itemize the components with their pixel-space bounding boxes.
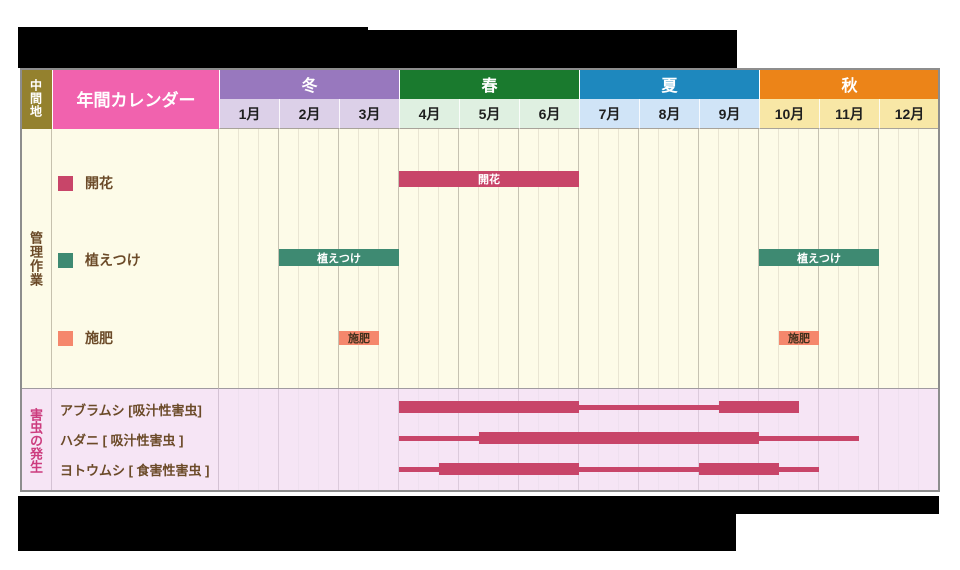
region-header-cell: 中間地 — [20, 68, 52, 129]
pest-bar-segment-low — [779, 466, 819, 472]
season-header-spring: 春 — [399, 68, 579, 99]
month-header-11: 11月 — [819, 99, 879, 129]
month-header-1: 1月 — [219, 99, 279, 129]
legend-label: 開花 — [85, 175, 113, 191]
management-section-label: 管理作業 — [28, 230, 43, 287]
month-header-8: 8月 — [639, 99, 699, 129]
month-header-7: 7月 — [579, 99, 639, 129]
legend-label: 植えつけ — [85, 252, 141, 268]
region-label: 中間地 — [28, 79, 43, 118]
redacted-footnote-block-wide — [18, 496, 939, 514]
redacted-title-block-left — [18, 27, 368, 68]
management-legend-column: 開花 植えつけ 施肥 — [52, 129, 219, 388]
task-bar: 施肥 — [779, 331, 819, 345]
month-header-10: 10月 — [759, 99, 819, 129]
legend-swatch — [58, 252, 73, 268]
month-header-12: 12月 — [879, 99, 939, 129]
month-header-9: 9月 — [699, 99, 759, 129]
calendar-title: 年間カレンダー — [76, 91, 196, 110]
month-header-row: 1月 2月 3月 4月 5月 6月 7月 8月 9月 10月 11月 12月 — [219, 99, 939, 129]
legend-item: 植えつけ — [58, 250, 141, 270]
month-header-5: 5月 — [459, 99, 519, 129]
pest-bar-segment-low — [399, 435, 479, 441]
task-bar: 施肥 — [339, 331, 379, 345]
month-header-2: 2月 — [279, 99, 339, 129]
pest-bar-segment-high — [479, 432, 759, 444]
season-header-autumn: 秋 — [759, 68, 939, 99]
pest-row-label: アブラムシ [吸汁性害虫] — [60, 403, 202, 418]
pest-bar-segment-low — [579, 404, 719, 410]
task-bar: 開花 — [399, 171, 579, 187]
pest-bar-segment-high — [399, 401, 579, 413]
pest-bar-segment-high — [439, 463, 579, 475]
legend-item: 施肥 — [58, 328, 113, 348]
pest-section-header-cell: 害虫の発生 — [20, 388, 52, 492]
management-chart-area: 開花植えつけ 植えつけ施肥 施肥 — [219, 129, 939, 388]
month-header-3: 3月 — [339, 99, 399, 129]
redacted-title-block-right — [368, 30, 737, 68]
pest-label-column: アブラムシ [吸汁性害虫] ハダニ [ 吸汁性害虫 ] ヨトウムシ [ 食害性害虫 … — [52, 388, 219, 492]
pest-bar-segment-low — [579, 466, 699, 472]
month-header-4: 4月 — [399, 99, 459, 129]
pest-bar-segment-high — [699, 463, 779, 475]
month-header-6: 6月 — [519, 99, 579, 129]
redacted-footnote-block-narrow — [18, 514, 736, 551]
pest-row-label: ヨトウムシ [ 食害性害虫 ] — [60, 463, 210, 478]
legend-label: 施肥 — [85, 330, 113, 346]
calendar-title-cell: 年間カレンダー — [52, 68, 219, 129]
pest-bar-segment-low — [399, 466, 439, 472]
season-header-summer: 夏 — [579, 68, 759, 99]
pest-bar-segment-low — [759, 435, 859, 441]
task-bar: 植えつけ — [759, 249, 879, 266]
management-section-header-cell: 管理作業 — [20, 129, 52, 388]
calendar-table: 中間地 年間カレンダー 冬春夏秋 1月 2月 3月 4月 5月 6月 7月 8月 9月 10月 11… — [20, 68, 940, 492]
pest-section-label: 害虫の発生 — [28, 408, 43, 473]
legend-swatch — [58, 175, 73, 191]
pest-bar-segment-high — [719, 401, 799, 413]
pest-chart-area — [219, 388, 939, 492]
season-header-winter: 冬 — [219, 68, 399, 99]
legend-swatch — [58, 330, 73, 346]
season-header-row: 冬春夏秋 — [219, 68, 939, 99]
task-bar: 植えつけ — [279, 249, 399, 266]
legend-item: 開花 — [58, 173, 113, 193]
pest-row-label: ハダニ [ 吸汁性害虫 ] — [60, 433, 184, 448]
